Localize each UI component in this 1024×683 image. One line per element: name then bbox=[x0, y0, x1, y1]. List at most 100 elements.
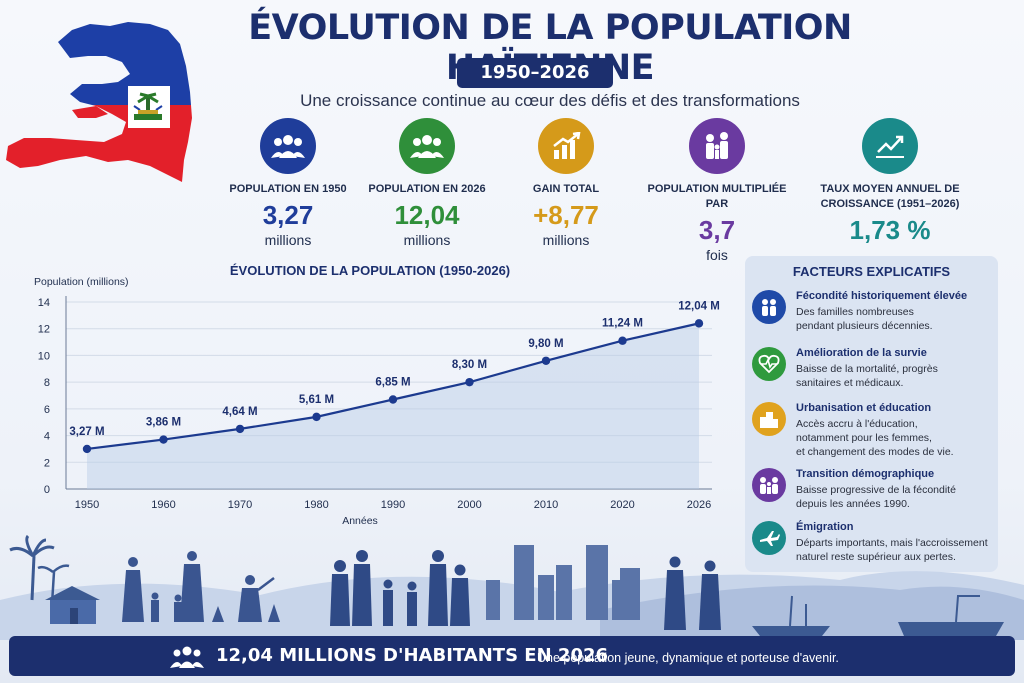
kpi-total-gain: GAIN TOTAL +8,77 millions bbox=[496, 118, 636, 248]
airplane-icon bbox=[752, 521, 786, 555]
data-label: 9,80 M bbox=[528, 338, 563, 350]
kpi-value: 3,27 bbox=[262, 200, 314, 230]
data-point bbox=[235, 424, 245, 434]
area-fill bbox=[87, 323, 699, 489]
factor-title: Transition démographique bbox=[796, 468, 935, 480]
kpi-label: POPULATION EN 2026 bbox=[368, 183, 486, 195]
y-tick-label: 10 bbox=[38, 350, 50, 362]
footer-tagline: Une population jeune, dynamique et porte… bbox=[537, 651, 839, 665]
kpi-growth-rate: TAUX MOYEN ANNUEL DE CROISSANCE (1951–20… bbox=[820, 118, 960, 246]
factor-text: Baisse de la mortalité, progrès bbox=[796, 363, 938, 375]
y-tick-label: 0 bbox=[44, 484, 50, 496]
family-icon bbox=[689, 118, 745, 174]
y-tick-label: 2 bbox=[44, 457, 50, 469]
city-icon bbox=[752, 402, 786, 436]
kpi-label: TAUX MOYEN ANNUEL DE CROISSANCE (1951–20… bbox=[820, 183, 960, 210]
x-tick-label: 2020 bbox=[610, 499, 634, 511]
kpi-multiplier: POPULATION MULTIPLIÉE PAR 3,7 fois bbox=[647, 118, 787, 263]
factor-text: Départs importants, mais l'accroissement bbox=[796, 537, 988, 549]
kpi-unit: fois bbox=[706, 247, 728, 263]
data-point bbox=[541, 356, 551, 365]
kpi-unit: millions bbox=[264, 232, 312, 248]
kpi-label: POPULATION MULTIPLIÉE PAR bbox=[647, 183, 787, 210]
population-chart: 0 2 4 6 8 10 12 14 3,27 M 1950 3,86 M 1960 4,64 M 19… bbox=[34, 276, 720, 527]
data-label: 8,30 M bbox=[452, 359, 487, 371]
people-icon bbox=[399, 118, 455, 174]
kpi-label: POPULATION EN 1950 bbox=[229, 183, 347, 195]
factor-text: pendant plusieurs décennies. bbox=[796, 320, 933, 332]
kpi-value: 3,7 bbox=[698, 215, 736, 245]
factor-title: Amélioration de la survie bbox=[796, 347, 927, 359]
factor-title: Fécondité historiquement élevée bbox=[796, 290, 968, 302]
data-point bbox=[694, 319, 704, 328]
data-point bbox=[388, 395, 398, 404]
factor-item-transition: Transition démographique Baisse progress… bbox=[752, 468, 996, 511]
x-tick-label: 1960 bbox=[151, 499, 175, 511]
factors-panel bbox=[745, 256, 998, 572]
factors-title: FACTEURS EXPLICATIFS bbox=[792, 264, 951, 279]
footer-headline: 12,04 MILLIONS D'HABITANTS EN 2026 bbox=[216, 645, 609, 666]
chart-marks: 3,27 M 1950 3,86 M 1960 4,64 M 1970 5,61 M 1980… bbox=[69, 300, 719, 511]
people-icon bbox=[170, 645, 204, 674]
data-label: 3,27 M bbox=[69, 426, 104, 438]
people-icon bbox=[260, 118, 316, 174]
coat-of-arms-icon bbox=[128, 86, 170, 128]
period-badge: 1950–2026 bbox=[457, 58, 613, 88]
trend-up-icon bbox=[862, 118, 918, 174]
factor-text: depuis les années 1990. bbox=[796, 498, 910, 510]
x-axis-label: Années bbox=[342, 515, 378, 527]
x-tick-label: 1950 bbox=[75, 499, 99, 511]
data-point bbox=[465, 377, 474, 387]
data-label: 5,61 M bbox=[299, 394, 334, 406]
factor-item-fecondite: Fécondité historiquement élevée Des fami… bbox=[752, 290, 996, 333]
factor-text: Baisse progressive de la fécondité bbox=[796, 484, 956, 496]
y-tick-label: 8 bbox=[44, 377, 50, 389]
y-tick-label: 14 bbox=[38, 297, 50, 309]
factor-item-urbanisation: Urbanisation et éducation Accès accru à … bbox=[752, 402, 996, 459]
growth-chart-icon bbox=[538, 118, 594, 174]
kpi-value: 1,73 % bbox=[849, 215, 931, 245]
x-tick-label: 1970 bbox=[228, 499, 252, 511]
chart-grid: 0 2 4 6 8 10 12 14 bbox=[38, 296, 712, 496]
family-icon bbox=[752, 468, 786, 502]
kpi-value: 12,04 bbox=[394, 200, 460, 230]
kpi-value: +8,77 bbox=[533, 200, 599, 230]
factor-text: Accès accru à l'éducation, bbox=[796, 418, 918, 430]
chart-title: ÉVOLUTION DE LA POPULATION (1950-2026) bbox=[229, 263, 511, 278]
factor-title: Émigration bbox=[796, 521, 854, 533]
x-tick-label: 1990 bbox=[381, 499, 405, 511]
kpi-population-2026: POPULATION EN 2026 12,04 millions bbox=[357, 118, 497, 248]
page-subtitle: Une croissance continue au cœur des défi… bbox=[300, 91, 800, 110]
kpi-unit: millions bbox=[403, 232, 451, 248]
y-tick-label: 4 bbox=[44, 431, 50, 443]
factor-text: naturel reste supérieur aux pertes. bbox=[796, 551, 956, 563]
data-label: 4,64 M bbox=[222, 406, 257, 418]
data-label: 11,24 M bbox=[602, 318, 643, 330]
kpi-label: GAIN TOTAL bbox=[532, 183, 600, 195]
x-tick-label: 2026 bbox=[687, 499, 711, 511]
data-label: 6,85 M bbox=[375, 377, 410, 389]
kpi-unit: millions bbox=[542, 232, 590, 248]
y-tick-label: 12 bbox=[38, 324, 50, 336]
data-point bbox=[312, 412, 321, 422]
factor-title: Urbanisation et éducation bbox=[796, 402, 932, 414]
data-point bbox=[159, 435, 168, 444]
data-label: 3,86 M bbox=[146, 417, 181, 429]
x-tick-label: 2010 bbox=[534, 499, 558, 511]
x-tick-label: 1980 bbox=[304, 499, 328, 511]
factor-text: notamment pour les femmes, bbox=[796, 432, 932, 444]
data-point bbox=[618, 336, 627, 345]
y-axis-label: Population (millions) bbox=[34, 276, 129, 288]
factor-text: et changement des modes de vie. bbox=[796, 446, 954, 458]
data-label: 12,04 M bbox=[678, 300, 720, 312]
family-icon bbox=[752, 290, 786, 324]
factor-item-emigration: Émigration Départs importants, mais l'ac… bbox=[752, 521, 996, 564]
y-tick-label: 6 bbox=[44, 404, 50, 416]
kpi-population-1950: POPULATION EN 1950 3,27 millions bbox=[218, 118, 358, 248]
haiti-flag-map bbox=[6, 22, 192, 182]
factor-text: sanitaires et médicaux. bbox=[796, 377, 904, 389]
illustration-scene bbox=[0, 535, 1024, 640]
factor-text: Des familles nombreuses bbox=[796, 306, 914, 318]
data-point bbox=[82, 444, 92, 454]
factor-item-survie: Amélioration de la survie Baisse de la m… bbox=[752, 347, 996, 390]
